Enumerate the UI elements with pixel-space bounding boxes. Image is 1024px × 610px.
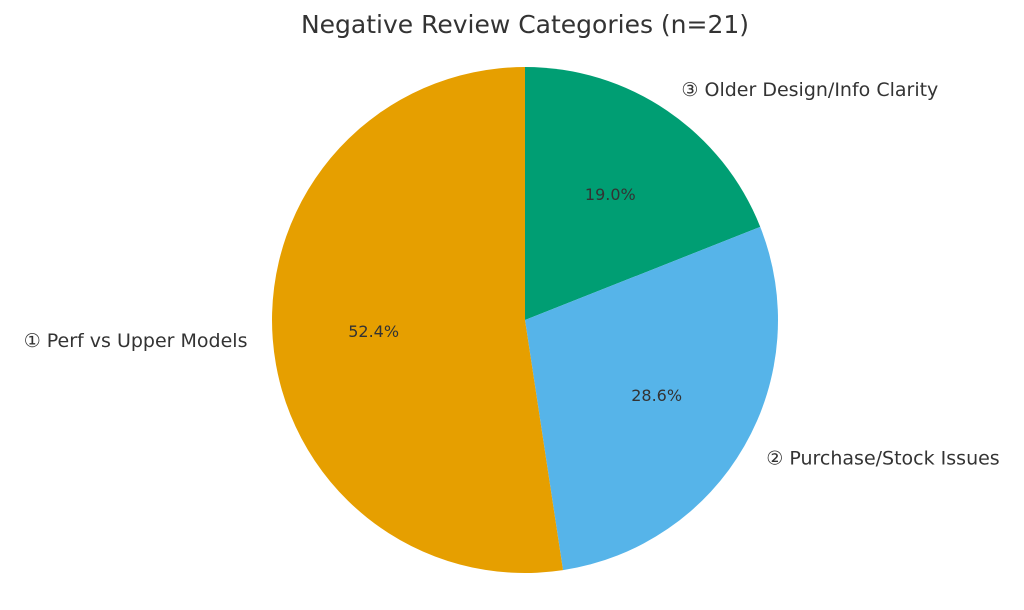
slice-percent-label-2: 28.6%	[631, 386, 682, 405]
slice-category-label-3: ① Perf vs Upper Models	[24, 330, 248, 352]
chart-title: Negative Review Categories (n=21)	[301, 10, 749, 39]
pie-slice-1	[525, 67, 761, 320]
slice-percent-label-3: 52.4%	[348, 322, 399, 341]
slice-category-label-1: ③ Older Design/Info Clarity	[681, 79, 938, 101]
slice-percent-label-1: 19.0%	[585, 185, 636, 204]
slice-category-label-2: ② Purchase/Stock Issues	[766, 448, 999, 470]
pie-labels: 19.0% ③ Older Design/Info Clarity 28.6% ② P…	[24, 79, 1000, 470]
pie-slices	[272, 67, 778, 573]
pie-slice-3	[272, 67, 564, 573]
pie-slice-2	[525, 226, 778, 571]
